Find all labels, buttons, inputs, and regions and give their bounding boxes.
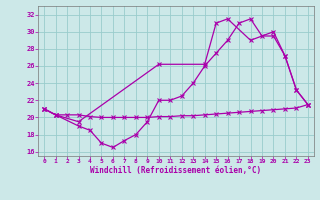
X-axis label: Windchill (Refroidissement éolien,°C): Windchill (Refroidissement éolien,°C): [91, 166, 261, 175]
